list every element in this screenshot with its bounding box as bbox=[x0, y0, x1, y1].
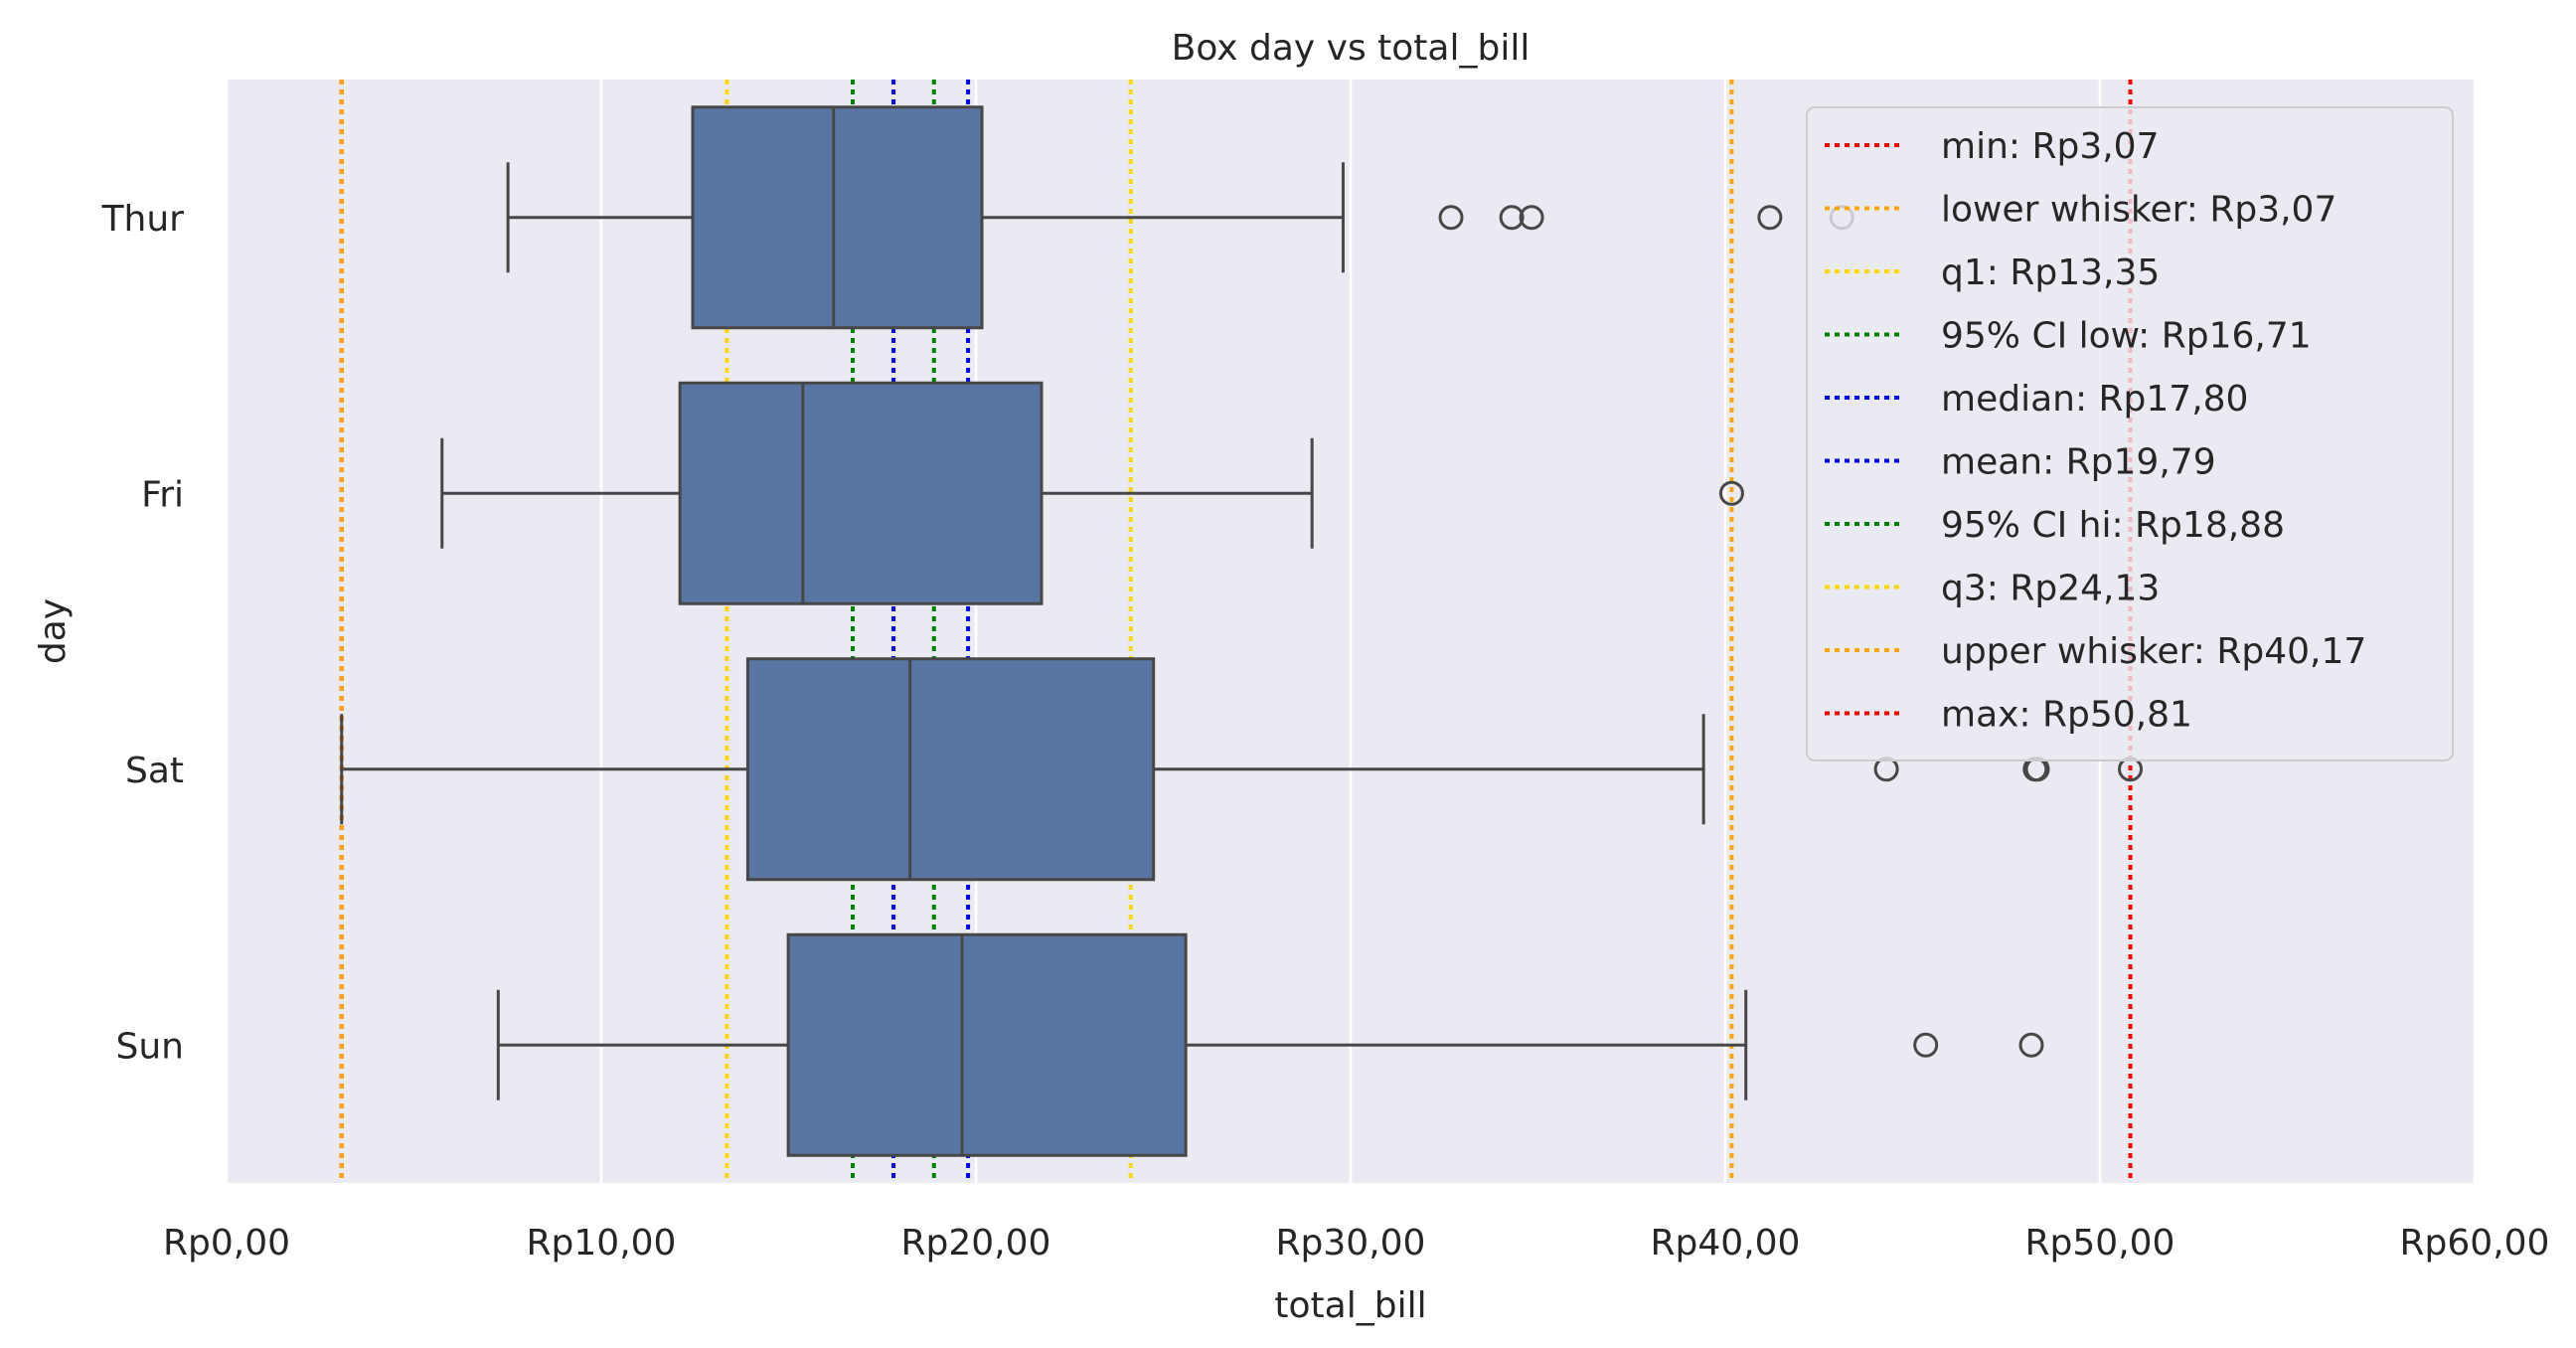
x-tick-label: Rp20,00 bbox=[901, 1223, 1051, 1264]
legend-label: 95% CI hi: Rp18,88 bbox=[1941, 505, 2285, 546]
y-tick-label: Fri bbox=[141, 474, 184, 515]
x-tick-labels: Rp0,00 Rp10,00 Rp20,00 Rp30,00 Rp40,00 Rp50,0… bbox=[163, 1223, 2549, 1264]
outlier-point bbox=[1499, 205, 1525, 231]
box-iqr bbox=[678, 381, 1044, 605]
box-fri bbox=[440, 381, 1744, 605]
x-tick-label: Rp40,00 bbox=[1651, 1223, 1801, 1264]
outlier-point bbox=[1913, 1032, 1939, 1058]
outlier-point bbox=[2018, 1032, 2044, 1058]
legend-label: max: Rp50,81 bbox=[1941, 695, 2192, 736]
box-iqr bbox=[786, 932, 1188, 1157]
box-thur bbox=[506, 105, 1854, 330]
y-tick-label: Sat bbox=[125, 751, 184, 791]
y-tick-label: Sun bbox=[116, 1026, 184, 1067]
box-iqr bbox=[691, 105, 984, 330]
legend-label: mean: Rp19,79 bbox=[1941, 442, 2216, 483]
x-tick-label: Rp60,00 bbox=[2400, 1223, 2550, 1264]
legend-box bbox=[1806, 106, 2454, 761]
legend-label: 95% CI low: Rp16,71 bbox=[1941, 316, 2312, 357]
y-tick-label: Thur bbox=[101, 199, 185, 240]
y-axis-label: day bbox=[33, 598, 74, 664]
x-tick-label: Rp10,00 bbox=[527, 1223, 677, 1264]
outlier-point bbox=[1757, 205, 1783, 231]
box-sat bbox=[340, 657, 2144, 882]
x-tick-label: Rp30,00 bbox=[1276, 1223, 1426, 1264]
legend-label: q3: Rp24,13 bbox=[1941, 569, 2160, 609]
boxes bbox=[340, 105, 2144, 1157]
legend-label: median: Rp17,80 bbox=[1941, 379, 2248, 420]
x-axis-label: total_bill bbox=[1274, 1285, 1426, 1326]
legend-label: min: Rp3,07 bbox=[1941, 126, 2159, 167]
legend-label: q1: Rp13,35 bbox=[1941, 253, 2160, 293]
outlier-point bbox=[1519, 205, 1544, 231]
outlier-point bbox=[1718, 480, 1744, 506]
box-sun bbox=[496, 932, 2044, 1157]
legend-label: lower whisker: Rp3,07 bbox=[1941, 190, 2336, 231]
legend: min: Rp3,07 lower whisker: Rp3,07 q1: Rp13… bbox=[1806, 106, 2454, 761]
legend-label: upper whisker: Rp40,17 bbox=[1941, 631, 2366, 672]
chart-title: Box day vs total_bill bbox=[1172, 28, 1530, 69]
y-tick-labels: Thur Fri Sat Sun bbox=[101, 199, 185, 1068]
x-tick-label: Rp0,00 bbox=[163, 1223, 290, 1264]
box-iqr bbox=[745, 657, 1156, 882]
x-tick-label: Rp50,00 bbox=[2025, 1223, 2175, 1264]
outlier-point bbox=[1438, 205, 1464, 231]
